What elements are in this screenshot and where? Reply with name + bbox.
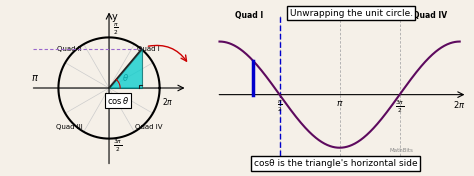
- Text: Quad II: Quad II: [57, 46, 82, 52]
- Text: Quad III: Quad III: [353, 11, 387, 20]
- Text: $\frac{3\pi}{2}$: $\frac{3\pi}{2}$: [112, 138, 122, 154]
- Text: Quad III: Quad III: [56, 124, 83, 130]
- Text: Quad II: Quad II: [294, 11, 325, 20]
- Text: $2\pi$: $2\pi$: [454, 99, 466, 110]
- Text: Quad I: Quad I: [137, 46, 160, 52]
- Text: $\theta$: $\theta$: [122, 72, 129, 83]
- Text: cosθ is the triangle's horizontal side: cosθ is the triangle's horizontal side: [254, 159, 418, 168]
- Text: $\frac{\pi}{2}$: $\frac{\pi}{2}$: [277, 99, 283, 114]
- Text: Unwrapping the unit circle.: Unwrapping the unit circle.: [290, 9, 413, 18]
- Polygon shape: [109, 49, 142, 88]
- Text: $\frac{\pi}{2}$: $\frac{\pi}{2}$: [112, 22, 118, 37]
- Text: $\cos\theta$: $\cos\theta$: [107, 95, 129, 106]
- Text: Quad IV: Quad IV: [412, 11, 447, 20]
- Text: $\pi$: $\pi$: [31, 73, 38, 83]
- Text: MathBits: MathBits: [390, 148, 413, 153]
- Text: y: y: [112, 12, 118, 22]
- Text: $2\pi$: $2\pi$: [162, 96, 173, 107]
- Text: Quad IV: Quad IV: [135, 124, 162, 130]
- Text: Quad I: Quad I: [236, 11, 264, 20]
- Text: $\frac{3\pi}{2}$: $\frac{3\pi}{2}$: [395, 99, 404, 115]
- Text: $\pi$: $\pi$: [336, 99, 343, 108]
